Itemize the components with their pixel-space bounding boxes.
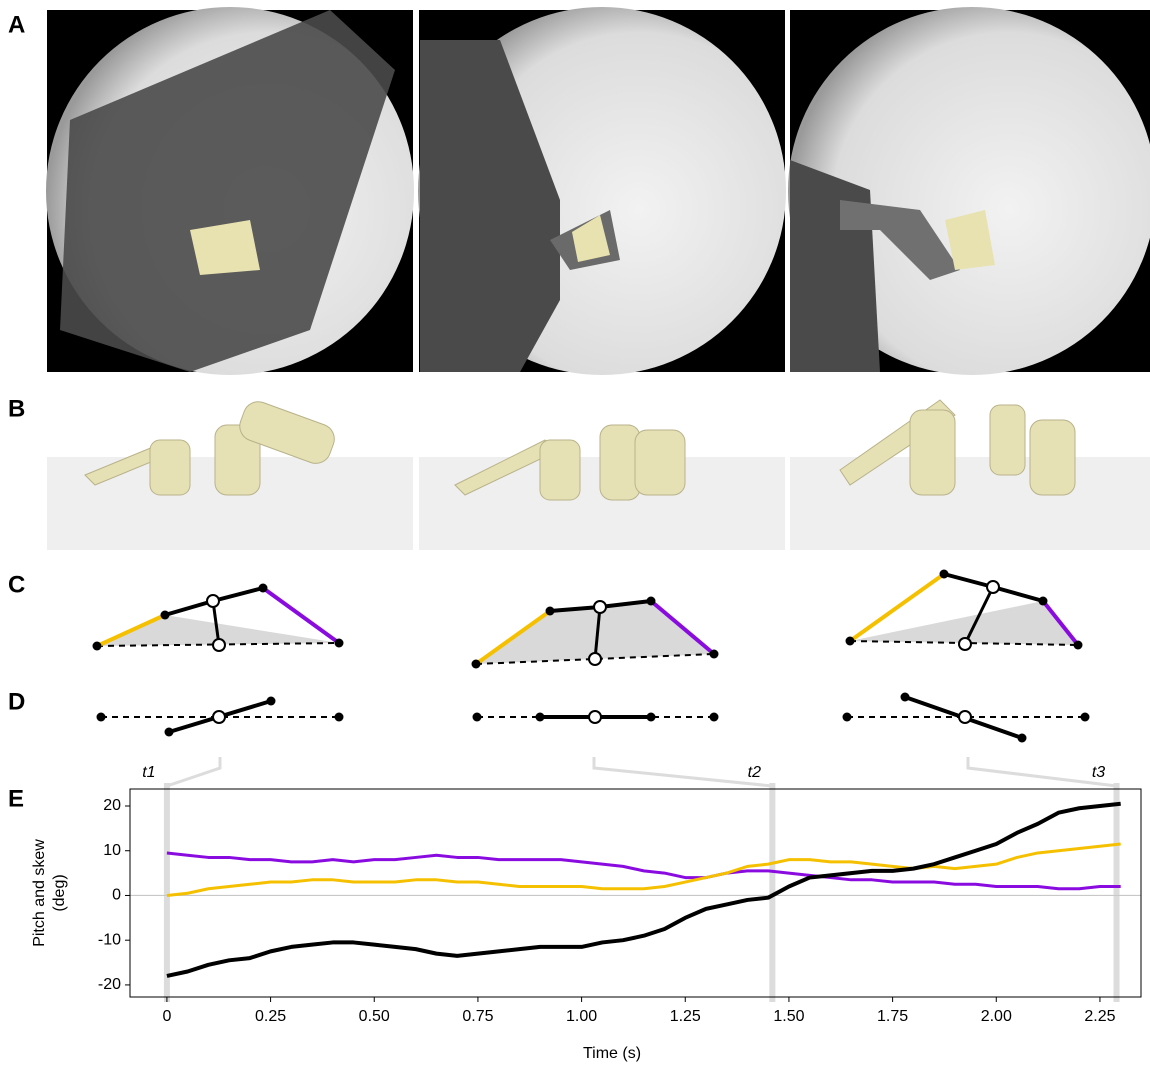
bone-renders <box>47 399 1150 550</box>
marker-connector <box>966 757 1117 788</box>
marker-connector <box>166 757 222 788</box>
y-axis-label: Pitch and skew <box>31 839 48 947</box>
x-tick-label: 2.25 <box>1084 1008 1115 1025</box>
series-line <box>166 851 1121 891</box>
y-tick-label: 0 <box>112 887 121 904</box>
marker-label: t3 <box>1092 764 1105 781</box>
panel-label: B <box>8 395 25 422</box>
xray-panels <box>46 7 1150 375</box>
x-tick-label: 1.50 <box>773 1008 804 1025</box>
panel-label: C <box>8 571 25 598</box>
y-tick-label: 10 <box>103 842 121 859</box>
schematic-c <box>92 569 1083 669</box>
x-tick-label: 0.25 <box>255 1008 286 1025</box>
time-marker <box>769 783 776 1002</box>
panel-label: A <box>8 11 25 38</box>
panel-label: D <box>8 688 25 715</box>
series-line <box>166 801 1121 978</box>
marker-connector <box>592 757 773 788</box>
x-tick-label: 2.00 <box>981 1008 1012 1025</box>
schematic-d <box>96 692 1090 743</box>
plot-frame <box>129 788 1142 998</box>
y-tick-label: 20 <box>103 797 121 814</box>
series-line <box>166 842 1121 897</box>
y-axis-label: (deg) <box>51 874 68 911</box>
x-tick-label: 1.00 <box>566 1008 597 1025</box>
time-marker <box>1113 783 1120 1002</box>
x-axis-label: Time (s) <box>583 1045 641 1062</box>
y-tick-label: -20 <box>98 976 121 993</box>
x-tick-label: 0.50 <box>359 1008 390 1025</box>
x-tick-label: 1.25 <box>670 1008 701 1025</box>
x-tick-label: 1.75 <box>877 1008 908 1025</box>
marker-label: t2 <box>748 764 761 781</box>
y-tick-label: -10 <box>98 931 121 948</box>
panel-label: E <box>8 785 24 812</box>
marker-label: t1 <box>142 764 155 781</box>
x-tick-label: 0.75 <box>462 1008 493 1025</box>
x-tick-label: 0 <box>162 1008 171 1025</box>
time-marker <box>163 783 170 1002</box>
